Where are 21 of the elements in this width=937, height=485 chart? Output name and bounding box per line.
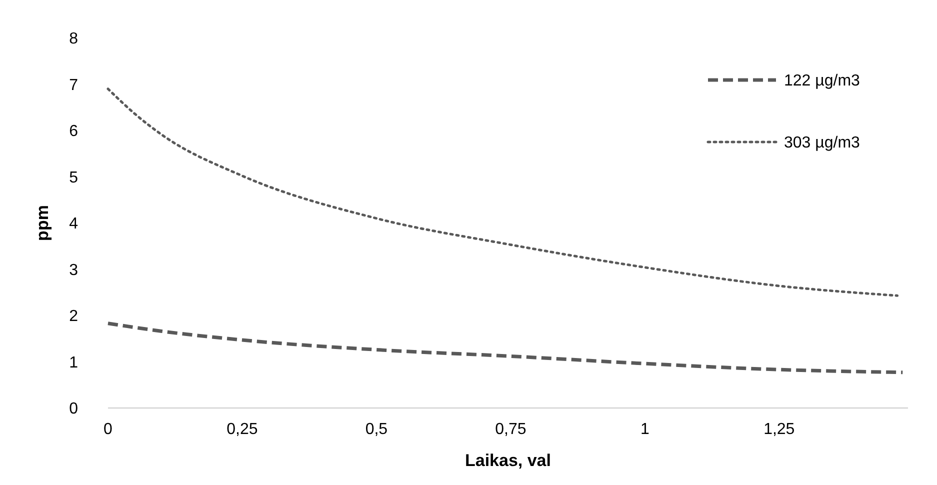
legend-label: 122 µg/m3: [784, 72, 860, 90]
x-tick-label: 1,25: [764, 421, 795, 438]
y-tick-label: 5: [69, 169, 78, 186]
x-tick-label: 0,25: [226, 421, 258, 438]
y-tick-label: 0: [69, 400, 78, 418]
y-tick-label: 6: [69, 123, 78, 140]
y-axis-title: ppm: [33, 205, 52, 241]
x-tick-label: 1: [640, 421, 650, 438]
line-series: [106, 322, 904, 374]
x-tick-label: 0: [104, 421, 113, 438]
y-tick-label: 7: [69, 76, 78, 94]
x-tick-label: 0,75: [495, 421, 526, 438]
y-tick-label: 2: [69, 308, 78, 326]
line-series: [106, 88, 899, 297]
legend-label: 303 µg/m3: [784, 134, 860, 152]
y-tick-label: 3: [69, 262, 78, 279]
y-tick-label: 1: [69, 354, 78, 372]
y-tick-label: 4: [69, 216, 78, 233]
y-tick-label: 8: [69, 30, 78, 48]
x-tick-label: 0,5: [365, 421, 388, 438]
x-axis-title: Laikas, val: [464, 451, 552, 470]
